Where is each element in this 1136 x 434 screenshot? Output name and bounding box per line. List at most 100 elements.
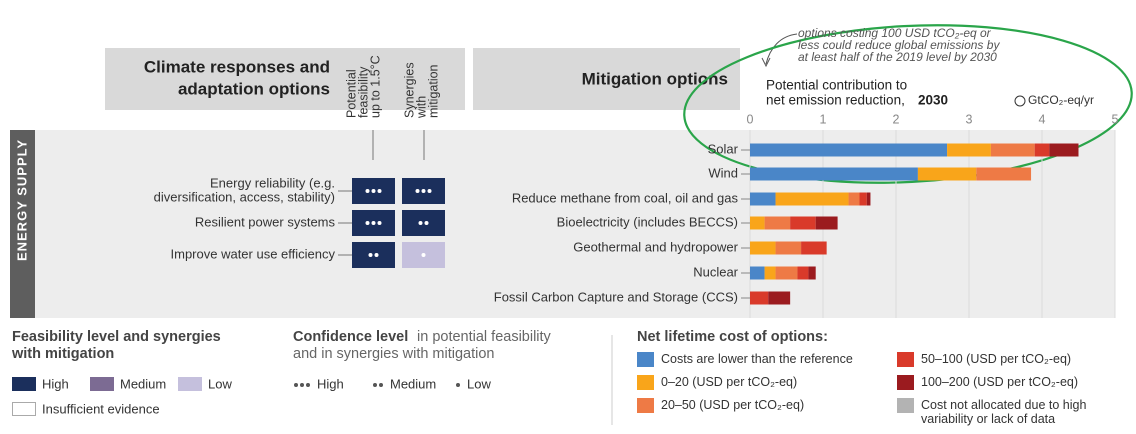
- legend-swatch: [90, 377, 114, 391]
- legend-label-box: 50–100 (USD per tCO₂-eq): [921, 352, 1072, 366]
- legend-swatch: [12, 377, 36, 391]
- x-tick-label: 4: [1039, 112, 1046, 126]
- legend-title: Net lifetime cost of options:: [637, 329, 828, 345]
- column-header: with: [414, 96, 428, 119]
- bar-segment: [1034, 143, 1050, 157]
- legend-swatch: [897, 375, 914, 390]
- bar-segment: [866, 192, 871, 206]
- unit-icon: [1014, 95, 1026, 107]
- adaptation-title: adaptation options: [178, 79, 330, 98]
- legend-title: in potential feasibility: [417, 329, 552, 345]
- legend-dot: [379, 383, 383, 387]
- bar-segment: [990, 143, 1035, 157]
- bar-segment: [750, 167, 918, 181]
- bar-segment: [750, 291, 769, 305]
- unit-label: GtCO₂-eq/yr: [1028, 93, 1094, 107]
- legend-label: 100–200 (USD per tCO₂-eq): [921, 375, 1079, 389]
- annotation: options costing 100 USD tCO₂-eq or: [798, 26, 992, 40]
- sector-bar: [10, 130, 35, 318]
- legend-label: Insufficient evidence: [42, 401, 160, 416]
- legend-dot: [306, 383, 310, 387]
- category-label: Bioelectricity (includes BECCS): [557, 214, 738, 229]
- panel-background: [10, 130, 1115, 318]
- legend-swatch: [897, 352, 914, 367]
- legend-dot: [300, 383, 304, 387]
- chart-title: net emission reduction,: [766, 93, 905, 108]
- column-header: up to 1.5°C: [368, 55, 382, 118]
- bar-segment: [801, 241, 827, 255]
- legend-label: 50–100 (USD per tCO₂-eq): [921, 352, 1072, 366]
- bar-segment: [775, 241, 802, 255]
- bar-segment: [764, 266, 776, 280]
- annotation: less could reduce global emissions by: [798, 38, 1000, 52]
- bar-segment: [750, 143, 948, 157]
- sector-label: ENERGY SUPPLY: [14, 139, 29, 261]
- legend-title: Feasibility level and synergies: [12, 329, 221, 345]
- annotation-arrowhead: [761, 57, 771, 68]
- bar-segment: [808, 266, 816, 280]
- category-label: Fossil Carbon Capture and Storage (CCS): [494, 289, 738, 304]
- annotation: at least half of the 2019 level by 2030: [798, 50, 997, 64]
- x-tick-label: 0: [747, 112, 754, 126]
- confidence-dot: [415, 189, 420, 193]
- header-box: [473, 48, 740, 110]
- x-tick-label: 2: [893, 112, 900, 126]
- adaptation-label: Improve water use efficiency: [171, 246, 336, 261]
- confidence-dot: [365, 189, 370, 193]
- confidence-dot: [374, 253, 379, 257]
- category-label: Reduce methane from coal, oil and gas: [512, 190, 739, 205]
- bar-segment: [797, 266, 809, 280]
- bar-segment: [764, 216, 791, 230]
- confidence-dot: [418, 221, 423, 225]
- category-label: Nuclear: [693, 264, 738, 279]
- adaptation-label: Energy reliability (e.g.: [210, 175, 335, 190]
- bar-segment: [750, 241, 776, 255]
- bar-segment: [775, 192, 849, 206]
- column-header: Potential: [344, 69, 358, 118]
- confidence-dot: [377, 189, 382, 193]
- bar-segment: [750, 192, 776, 206]
- bar-segment: [815, 216, 838, 230]
- bar-segment: [750, 266, 765, 280]
- legend-label: Low: [467, 376, 491, 391]
- legend-title: with mitigation: [11, 346, 114, 362]
- category-label: Solar: [708, 141, 739, 156]
- legend-label: High: [42, 376, 69, 391]
- mitigation-title: Mitigation options: [582, 69, 728, 88]
- legend-label: Medium: [120, 376, 166, 391]
- legend-swatch: [178, 377, 202, 391]
- legend-label: 20–50 (USD per tCO₂-eq): [661, 398, 805, 412]
- confidence-dot: [368, 253, 373, 257]
- bar-segment: [947, 143, 991, 157]
- legend-swatch: [12, 402, 36, 416]
- bar-segment: [976, 167, 1032, 181]
- legend-label-box: 20–50 (USD per tCO₂-eq): [661, 398, 805, 412]
- bar-segment: [917, 167, 977, 181]
- highlight-ellipse: [683, 24, 1133, 184]
- bar-segment: [1049, 143, 1079, 157]
- chart-title: Potential contribution to: [766, 78, 907, 93]
- legend-swatch: [897, 398, 914, 413]
- x-tick-label: 1: [820, 112, 827, 126]
- legend-dot: [294, 383, 298, 387]
- legend-dot: [456, 383, 460, 387]
- feasibility-cell: [402, 210, 445, 236]
- bar-segment: [859, 192, 867, 206]
- x-tick-label: 5: [1112, 112, 1119, 126]
- confidence-dot: [371, 189, 376, 193]
- annotation-arrow: [765, 33, 798, 65]
- bar-segment: [750, 216, 765, 230]
- legend-label: Costs are lower than the reference: [661, 352, 853, 366]
- adaptation-title: Climate responses and: [144, 57, 330, 76]
- column-header: feasibility: [356, 66, 370, 118]
- legend-label: Cost not allocated due to high variabili…: [921, 398, 1087, 426]
- category-label: Geothermal and hydropower: [573, 239, 738, 254]
- legend-label-box: 100–200 (USD per tCO₂-eq): [921, 375, 1079, 389]
- bar-segment: [775, 266, 798, 280]
- adaptation-label: Resilient power systems: [195, 214, 336, 229]
- legend-swatch: [637, 352, 654, 367]
- adaptation-label: diversification, access, stability): [154, 189, 335, 204]
- x-tick-label: 3: [966, 112, 973, 126]
- legend-title: and in synergies with mitigation: [293, 346, 495, 362]
- legend-label: 0–20 (USD per tCO₂-eq): [661, 375, 798, 389]
